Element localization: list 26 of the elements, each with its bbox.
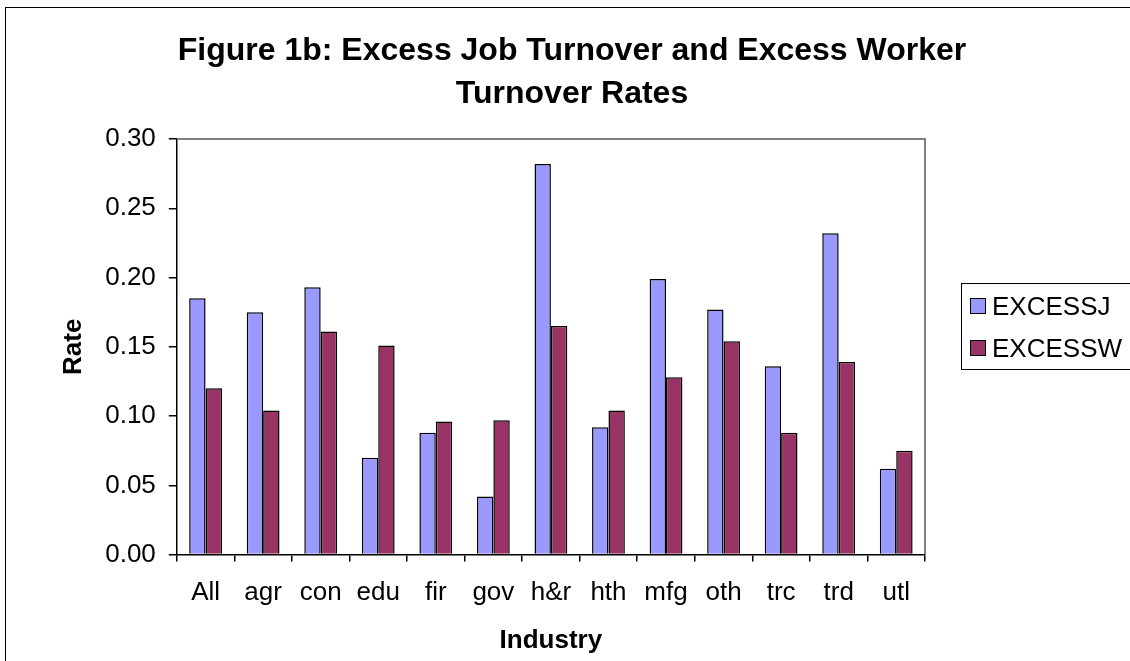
x-tick-label: gov	[472, 576, 515, 607]
x-tick-label: hth	[590, 576, 627, 607]
y-axis-title: Rate	[56, 318, 87, 375]
x-tick-label: trc	[766, 576, 796, 607]
y-tick-label: 0.25	[105, 191, 156, 222]
x-tick-label: oth	[705, 576, 742, 607]
y-tick-label: 0.05	[105, 468, 156, 499]
y-tick-label: 0.30	[105, 122, 156, 153]
x-tick-label: All	[191, 576, 221, 607]
chart-title: Figure 1b: Excess Job Turnover and Excess Worker Turnover Rates	[176, 30, 968, 112]
x-axis-title: Industry	[499, 623, 603, 654]
y-tick-label: 0.15	[105, 329, 156, 360]
x-tick-label: agr	[244, 576, 283, 607]
legend-label: EXCESSJ	[992, 290, 1111, 322]
x-tick-label: mfg	[644, 576, 688, 607]
y-tick-label: 0.10	[105, 399, 156, 430]
y-tick-label: 0.20	[105, 260, 156, 291]
x-tick-label: fir	[424, 576, 447, 607]
legend-label: EXCESSW	[992, 332, 1123, 364]
x-tick-label: h&r	[530, 576, 572, 607]
y-tick-label: 0.00	[105, 537, 156, 568]
x-tick-label: utl	[882, 576, 910, 607]
x-tick-label: edu	[356, 576, 400, 607]
x-tick-label: con	[299, 576, 342, 607]
legend-box: EXCESSJ EXCESSW	[961, 283, 1130, 370]
x-tick-label: trd	[823, 576, 854, 607]
